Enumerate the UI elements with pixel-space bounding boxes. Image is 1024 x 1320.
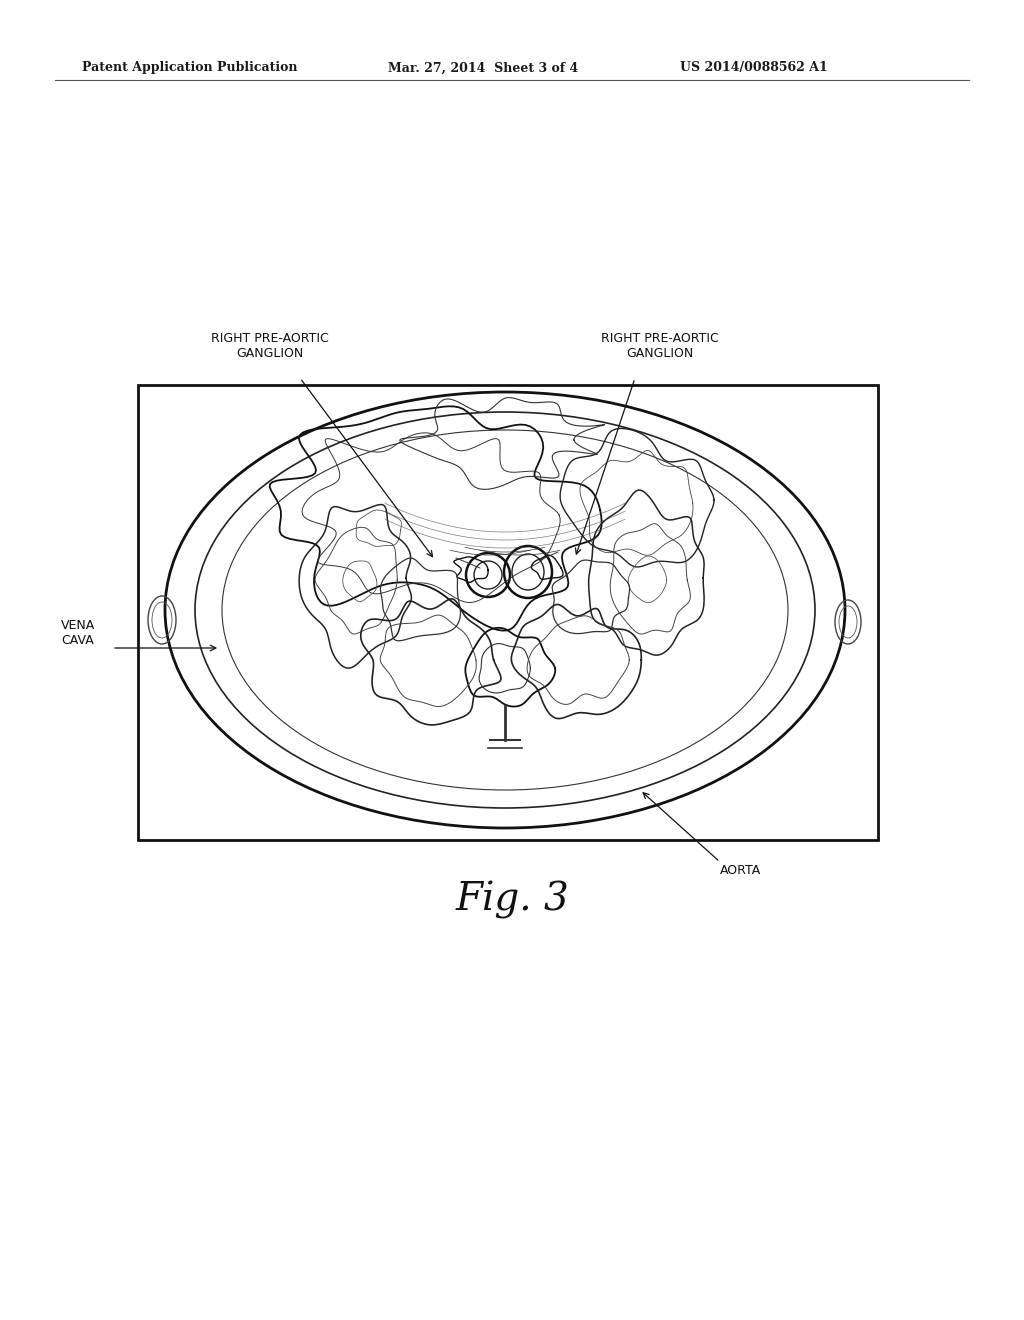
Text: US 2014/0088562 A1: US 2014/0088562 A1 <box>680 62 827 74</box>
Text: VENA: VENA <box>60 619 95 632</box>
Text: GANGLION: GANGLION <box>237 347 304 360</box>
Text: RIGHT PRE-AORTIC: RIGHT PRE-AORTIC <box>211 333 329 345</box>
Text: GANGLION: GANGLION <box>627 347 693 360</box>
Text: Mar. 27, 2014  Sheet 3 of 4: Mar. 27, 2014 Sheet 3 of 4 <box>388 62 579 74</box>
Bar <box>138 385 878 840</box>
Text: RIGHT PRE-AORTIC: RIGHT PRE-AORTIC <box>601 333 719 345</box>
Text: CAVA: CAVA <box>61 634 94 647</box>
Text: AORTA: AORTA <box>720 863 761 876</box>
Text: Patent Application Publication: Patent Application Publication <box>82 62 298 74</box>
Text: Fig. 3: Fig. 3 <box>455 880 569 919</box>
